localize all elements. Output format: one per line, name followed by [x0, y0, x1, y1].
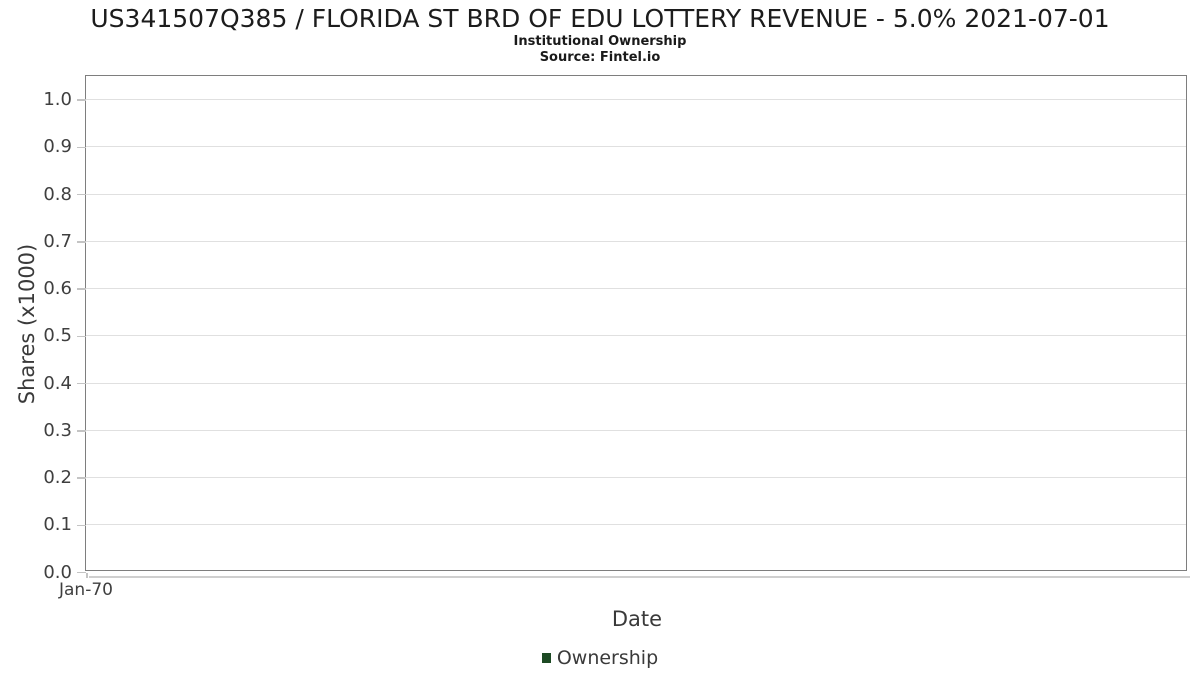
- y-tick-label: 0.7: [43, 230, 72, 252]
- gridline: [86, 99, 1186, 101]
- gridline: [86, 429, 1186, 431]
- y-tick-mark: [77, 288, 86, 290]
- y-tick-mark: [77, 241, 86, 243]
- gridline: [86, 240, 1186, 242]
- gridline: [86, 335, 1186, 337]
- y-tick-label: 0.0: [43, 561, 72, 583]
- y-tick-label: 0.5: [43, 325, 72, 347]
- y-tick-label: 0.4: [43, 372, 72, 394]
- legend-label-ownership: Ownership: [556, 647, 659, 669]
- chart-subtitle: Institutional Ownership: [513, 34, 687, 49]
- y-tick-mark: [77, 571, 86, 574]
- y-tick-mark: [77, 146, 86, 149]
- x-tick-label: Jan-70: [59, 580, 113, 600]
- y-tick-mark: [77, 382, 86, 385]
- y-tick-mark: [77, 193, 86, 196]
- gridline: [86, 382, 1186, 384]
- y-tick-mark: [77, 477, 86, 479]
- y-tick-mark: [77, 99, 86, 101]
- gridline: [86, 193, 1186, 195]
- y-tick-label: 0.9: [43, 136, 72, 158]
- gridline: [86, 146, 1186, 148]
- y-tick-label: 0.6: [43, 278, 72, 300]
- plot-area: [85, 75, 1187, 571]
- gridline: [86, 477, 1186, 479]
- y-tick-label: 0.3: [43, 419, 72, 441]
- legend: Ownership: [0, 645, 1200, 671]
- gridline: [86, 524, 1186, 526]
- y-tick-mark: [77, 524, 86, 526]
- plot-bottom-shadow: [89, 576, 1190, 578]
- x-tick-mark: [86, 572, 88, 578]
- legend-swatch-ownership: [541, 653, 551, 663]
- chart-title: US341507Q385 / FLORIDA ST BRD OF EDU LOT…: [90, 4, 1110, 33]
- y-tick-label: 0.1: [43, 514, 72, 536]
- y-tick-label: 0.2: [43, 467, 72, 489]
- gridline: [86, 288, 1186, 290]
- y-tick-label: 0.8: [43, 183, 72, 205]
- x-axis-title: Date: [611, 607, 663, 631]
- chart-source: Source: Fintel.io: [539, 50, 661, 65]
- y-tick-mark: [77, 430, 86, 432]
- y-tick-mark: [77, 335, 86, 338]
- y-tick-label: 1.0: [43, 89, 72, 111]
